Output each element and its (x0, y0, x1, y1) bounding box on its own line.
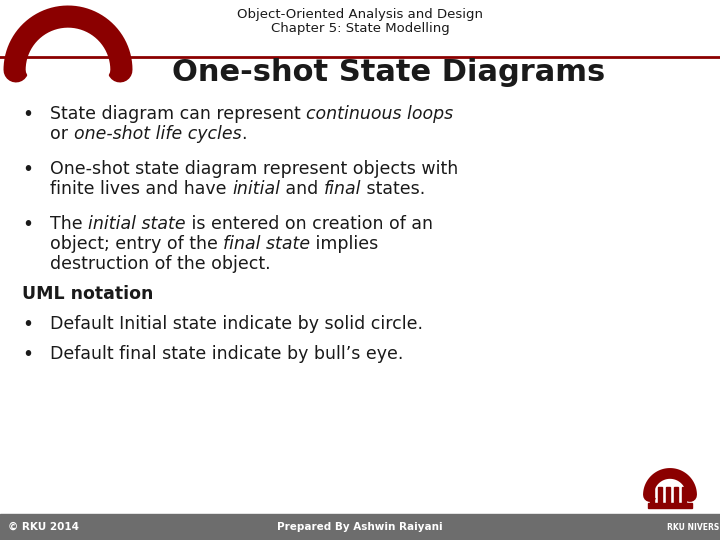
Text: •: • (22, 345, 33, 364)
Text: Prepared By Ashwin Raiyani: Prepared By Ashwin Raiyani (277, 522, 443, 532)
Text: One-shot State Diagrams: One-shot State Diagrams (172, 58, 606, 87)
Text: final: final (324, 180, 361, 198)
Bar (674, 487, 678, 503)
Text: The: The (50, 215, 88, 233)
Text: •: • (22, 215, 33, 234)
Text: implies: implies (310, 235, 379, 253)
Text: •: • (22, 315, 33, 334)
Bar (650, 487, 654, 503)
Text: Default final state indicate by bull’s eye.: Default final state indicate by bull’s e… (50, 345, 403, 363)
Text: initial: initial (232, 180, 280, 198)
Text: or: or (50, 125, 73, 143)
Text: Default Initial state indicate by solid circle.: Default Initial state indicate by solid … (50, 315, 423, 333)
Text: finite lives and have: finite lives and have (50, 180, 232, 198)
Text: is entered on creation of an: is entered on creation of an (186, 215, 433, 233)
Text: One-shot state diagram represent objects with: One-shot state diagram represent objects… (50, 160, 458, 178)
Text: © RKU 2014: © RKU 2014 (8, 522, 79, 532)
Text: states.: states. (361, 180, 426, 198)
Bar (648, 503, 692, 508)
Text: UML notation: UML notation (22, 285, 153, 303)
Text: initial state: initial state (88, 215, 186, 233)
Bar (658, 487, 662, 503)
Text: object; entry of the: object; entry of the (50, 235, 223, 253)
Text: State diagram can represent: State diagram can represent (50, 105, 306, 123)
Text: continuous loops: continuous loops (306, 105, 454, 123)
Text: one-shot life cycles: one-shot life cycles (73, 125, 241, 143)
Text: Chapter 5: State Modelling: Chapter 5: State Modelling (271, 22, 449, 35)
Bar (0, 514, 720, 540)
Bar (666, 487, 670, 503)
Bar (682, 487, 686, 503)
Text: •: • (22, 160, 33, 179)
Text: destruction of the object.: destruction of the object. (50, 255, 271, 273)
Text: •: • (22, 105, 33, 124)
Text: Object-Oriented Analysis and Design: Object-Oriented Analysis and Design (237, 8, 483, 21)
Text: and: and (280, 180, 324, 198)
Text: RKU NIVERSITY: RKU NIVERSITY (667, 523, 720, 531)
Text: final state: final state (223, 235, 310, 253)
Text: .: . (241, 125, 247, 143)
